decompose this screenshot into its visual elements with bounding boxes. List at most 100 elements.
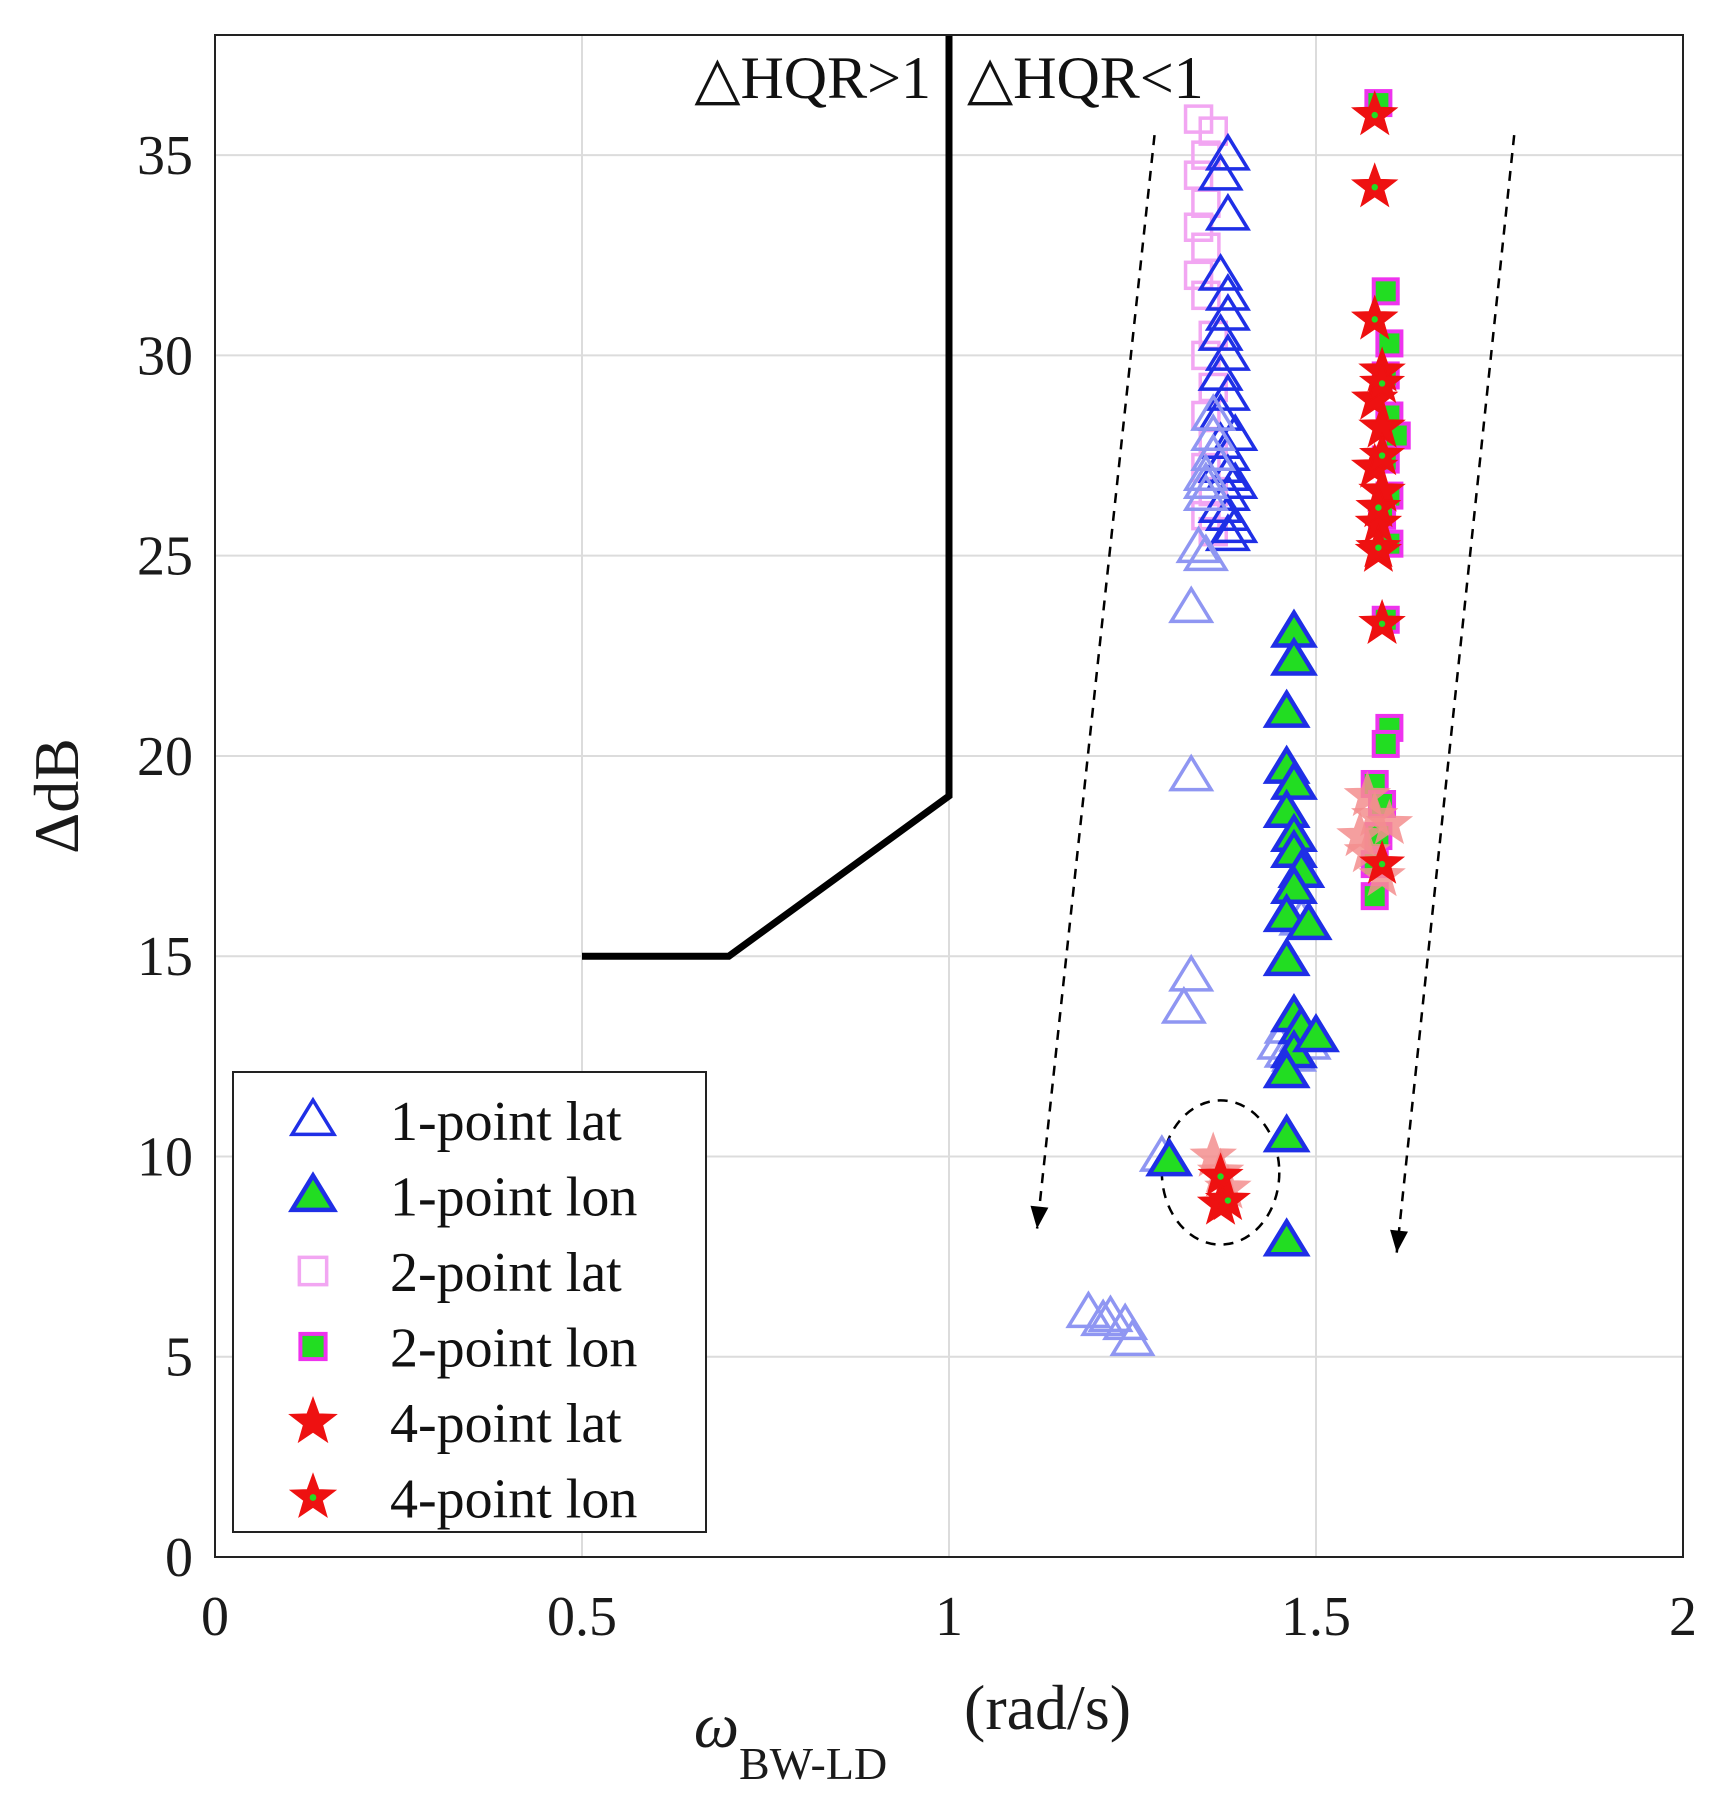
- legend-entry: 1-point lon: [288, 1167, 637, 1229]
- data-point-center: [1378, 620, 1386, 627]
- legend-label: 2-point lon: [390, 1318, 637, 1380]
- legend: 1-point lat 1-point lon 2-point lat 2-point…: [232, 1071, 707, 1533]
- x-axis-label: ω BW-LD (rad/s): [694, 1672, 1131, 1789]
- legend-label: 1-point lat: [390, 1091, 622, 1153]
- trend-arrow-line: [1035, 134, 1156, 1229]
- legend-entry: 4-point lon: [288, 1469, 637, 1531]
- legend-label: 4-point lat: [390, 1393, 622, 1455]
- data-point: [1365, 799, 1414, 845]
- data-point: [1262, 1113, 1311, 1153]
- y-axis-label: ΔdB: [21, 738, 92, 854]
- legend-marker: [288, 1395, 338, 1444]
- data-point: [1168, 753, 1215, 792]
- x-axis-label-omega: ω: [694, 1690, 739, 1761]
- legend-marker: [288, 1096, 338, 1137]
- y-tick-label: 35: [137, 125, 193, 187]
- hqr-boundary-layer: [582, 35, 953, 960]
- data-point-center: [1217, 1173, 1224, 1180]
- data-point-center: [1371, 111, 1378, 119]
- legend-entry: 2-point lat: [297, 1242, 622, 1304]
- series-4-point-lon: [1197, 90, 1406, 1221]
- data-point: [1204, 272, 1251, 311]
- data-point-center: [1371, 316, 1378, 323]
- y-tick-label: 0: [165, 1527, 193, 1589]
- x-tick-label: 2: [1669, 1586, 1697, 1648]
- data-point: [1262, 688, 1311, 728]
- data-point: [1212, 505, 1259, 544]
- data-point: [1175, 525, 1222, 564]
- legend-marker: [297, 1255, 329, 1287]
- data-point: [1183, 160, 1214, 190]
- x-axis-label-units: (rad/s): [964, 1672, 1131, 1743]
- y-tick-label: 5: [165, 1327, 193, 1389]
- data-point: [1160, 985, 1207, 1024]
- data-point: [1262, 936, 1311, 977]
- data-point: [1371, 277, 1400, 306]
- x-axis-label-subscript: BW-LD: [739, 1738, 887, 1789]
- data-point: [1270, 760, 1318, 800]
- data-point-center: [1375, 544, 1382, 551]
- trend-arrows-layer: [1030, 134, 1516, 1253]
- data-point: [1270, 636, 1318, 676]
- data-point: [1168, 953, 1215, 992]
- data-point-center: [1375, 504, 1382, 511]
- data-point: [1262, 1217, 1311, 1257]
- y-tick-label: 30: [137, 325, 193, 387]
- data-point: [1190, 413, 1237, 451]
- legend-marker: [288, 1171, 338, 1213]
- region-label-hqr-lt-1: △HQR<1: [967, 45, 1204, 111]
- data-point: [1284, 900, 1333, 941]
- data-point: [1102, 1302, 1149, 1341]
- data-point: [1183, 260, 1214, 291]
- plot-frame: [214, 34, 1684, 1558]
- data-point: [1182, 473, 1229, 512]
- data-point: [1109, 1318, 1156, 1357]
- data-point: [1198, 116, 1228, 146]
- data-point: [1204, 513, 1251, 552]
- legend-marker-center: [309, 1494, 317, 1501]
- legend-entry: 2-point lon: [298, 1318, 637, 1380]
- data-point: [1204, 453, 1251, 492]
- data-point: [1262, 1049, 1311, 1089]
- data-point: [1168, 585, 1215, 624]
- legend-box: [232, 1071, 707, 1533]
- data-point: [1190, 393, 1237, 431]
- data-point: [1292, 1012, 1340, 1053]
- data-point: [1270, 864, 1318, 905]
- data-point-center: [1378, 452, 1386, 459]
- legend-label: 2-point lat: [390, 1242, 622, 1304]
- trend-arrow-head: [1390, 1229, 1408, 1253]
- x-tick-label: 0: [201, 1586, 229, 1648]
- data-point: [1197, 152, 1244, 191]
- data-point: [1197, 485, 1244, 524]
- y-tick-label: 10: [137, 1126, 193, 1188]
- data-point: [1371, 729, 1400, 758]
- data-point: [1182, 453, 1229, 492]
- data-point: [1145, 1137, 1194, 1177]
- legend-entry: 1-point lat: [288, 1091, 622, 1153]
- data-point: [1182, 461, 1229, 500]
- data-point-center: [1378, 860, 1386, 868]
- data-point-center: [1371, 184, 1378, 191]
- data-point: [1343, 771, 1392, 817]
- x-tick-label: 0.5: [547, 1586, 617, 1648]
- data-point: [1191, 140, 1221, 170]
- y-tick-label: 25: [137, 526, 193, 588]
- legend-label: 4-point lon: [390, 1469, 637, 1531]
- trend-arrow-head: [1030, 1205, 1049, 1229]
- data-point: [1191, 232, 1221, 263]
- data-point: [1080, 1298, 1127, 1337]
- legend-label: 1-point lon: [390, 1167, 637, 1229]
- series-1-point-lat: [1065, 132, 1340, 1357]
- trend-arrow-line: [1395, 135, 1516, 1253]
- data-point: [1191, 500, 1221, 531]
- hqr-boundary-line: [582, 35, 953, 960]
- series-1-point-lon: [1145, 608, 1340, 1257]
- legend-entry: 4-point lat: [288, 1393, 622, 1455]
- data-point: [1204, 192, 1251, 231]
- region-label-hqr-gt-1: △HQR>1: [694, 45, 931, 111]
- data-point-center: [1378, 380, 1386, 387]
- data-points-layer: [1065, 89, 1414, 1357]
- x-tick-label: 1: [935, 1586, 963, 1648]
